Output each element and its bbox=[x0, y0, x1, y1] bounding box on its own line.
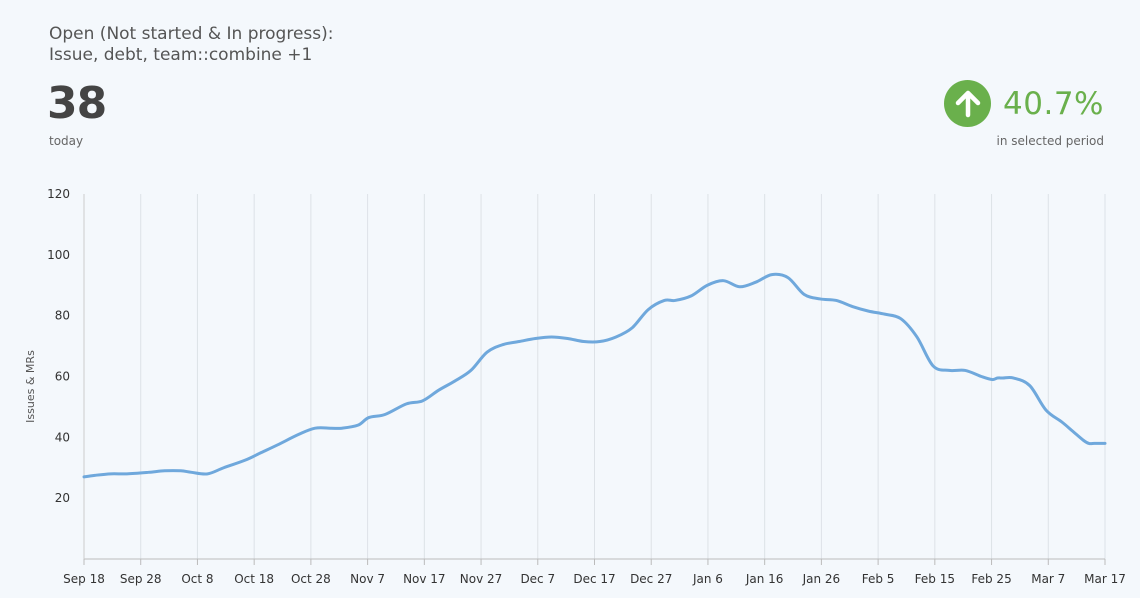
x-tick-label: Jan 16 bbox=[745, 572, 784, 586]
change-percent: 40.7% bbox=[1003, 85, 1104, 122]
x-tick-label: Nov 7 bbox=[350, 572, 385, 586]
y-tick-label: 20 bbox=[55, 491, 70, 505]
y-tick-label: 80 bbox=[55, 309, 70, 323]
x-tick-label: Jan 26 bbox=[802, 572, 841, 586]
x-tick-label: Sep 18 bbox=[63, 572, 105, 586]
y-axis-label: Issues & MRs bbox=[24, 350, 37, 423]
x-tick-label: Dec 17 bbox=[573, 572, 615, 586]
current-value: 38 bbox=[47, 78, 107, 129]
y-tick-label: 100 bbox=[47, 248, 70, 262]
x-tick-label: Oct 28 bbox=[291, 572, 331, 586]
x-tick-label: Nov 17 bbox=[403, 572, 446, 586]
x-tick-label: Jan 6 bbox=[692, 572, 723, 586]
x-tick-label: Oct 8 bbox=[181, 572, 213, 586]
x-tick-label: Feb 5 bbox=[862, 572, 895, 586]
chart-title: Open (Not started & In progress): Issue,… bbox=[49, 24, 334, 65]
y-tick-label: 40 bbox=[55, 430, 70, 444]
x-tick-label: Dec 7 bbox=[520, 572, 555, 586]
x-tick-label: Dec 27 bbox=[630, 572, 672, 586]
change-indicator: 40.7% bbox=[944, 80, 1104, 127]
x-tick-label: Mar 17 bbox=[1084, 572, 1126, 586]
y-tick-label: 120 bbox=[47, 187, 70, 201]
x-tick-label: Sep 28 bbox=[120, 572, 162, 586]
x-tick-label: Feb 25 bbox=[971, 572, 1011, 586]
change-caption: in selected period bbox=[996, 134, 1104, 148]
x-tick-label: Mar 7 bbox=[1031, 572, 1065, 586]
current-value-caption: today bbox=[49, 134, 84, 148]
x-tick-label: Nov 27 bbox=[460, 572, 503, 586]
x-tick-label: Feb 15 bbox=[915, 572, 955, 586]
x-tick-label: Oct 18 bbox=[234, 572, 274, 586]
series-line bbox=[82, 272, 1107, 479]
y-tick-label: 60 bbox=[55, 370, 70, 384]
arrow-up-icon bbox=[944, 80, 992, 127]
